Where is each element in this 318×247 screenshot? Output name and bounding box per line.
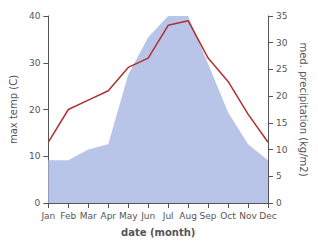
svg-text:30: 30 [276,38,288,48]
svg-text:Jan: Jan [40,211,55,221]
svg-text:30: 30 [29,58,41,68]
svg-text:15: 15 [276,118,287,128]
svg-text:40: 40 [29,11,41,21]
svg-text:0: 0 [276,198,282,208]
svg-text:35: 35 [276,11,287,21]
svg-text:20: 20 [29,105,41,115]
svg-text:date (month): date (month) [121,227,195,238]
svg-text:Feb: Feb [60,211,76,221]
svg-text:25: 25 [276,64,287,74]
svg-text:Apr: Apr [100,211,116,221]
svg-text:Nov: Nov [239,211,257,221]
svg-text:Mar: Mar [80,211,97,221]
svg-text:med. precipitation (kg/m2): med. precipitation (kg/m2) [298,42,309,176]
svg-text:20: 20 [276,91,288,101]
svg-text:5: 5 [276,171,282,181]
svg-text:10: 10 [29,151,41,161]
svg-text:Sep: Sep [200,211,217,221]
svg-text:Dec: Dec [259,211,276,221]
svg-text:May: May [119,211,138,221]
svg-text:max temp (C): max temp (C) [8,75,19,144]
svg-text:Oct: Oct [220,211,236,221]
svg-text:Jul: Jul [162,211,174,221]
svg-text:Aug: Aug [179,211,197,221]
svg-text:0: 0 [35,198,41,208]
svg-text:Jun: Jun [140,211,155,221]
svg-text:10: 10 [276,145,288,155]
